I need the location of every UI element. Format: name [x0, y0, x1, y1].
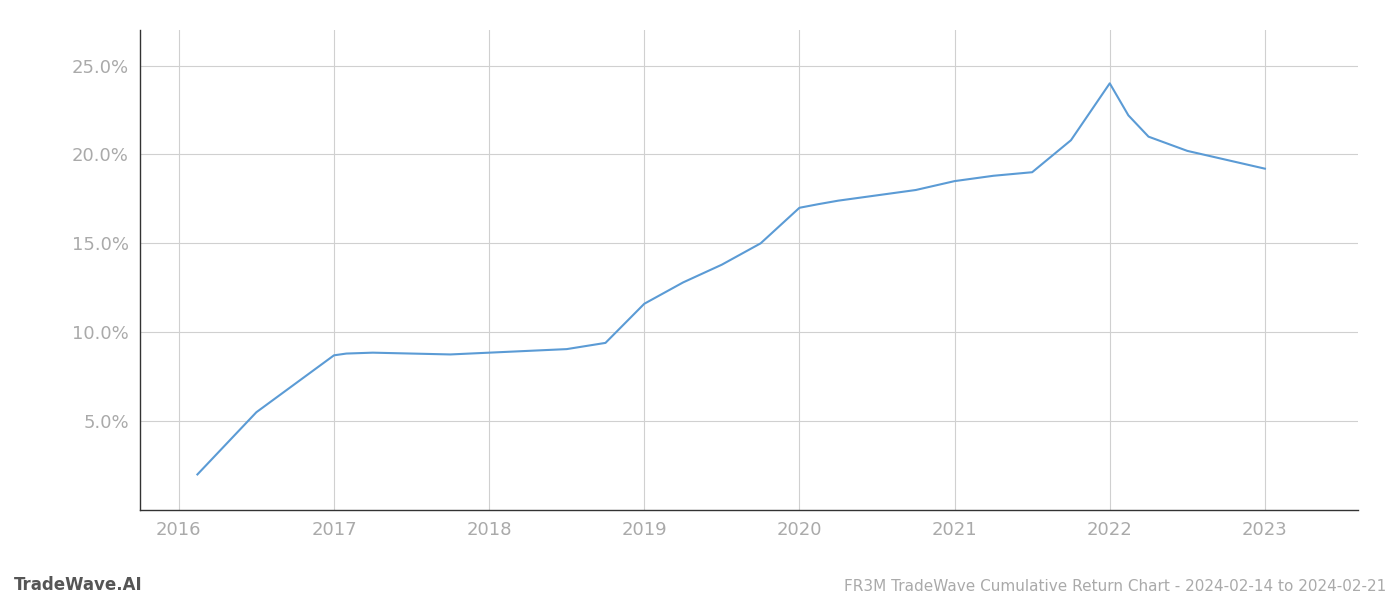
- Text: FR3M TradeWave Cumulative Return Chart - 2024-02-14 to 2024-02-21: FR3M TradeWave Cumulative Return Chart -…: [844, 579, 1386, 594]
- Text: TradeWave.AI: TradeWave.AI: [14, 576, 143, 594]
